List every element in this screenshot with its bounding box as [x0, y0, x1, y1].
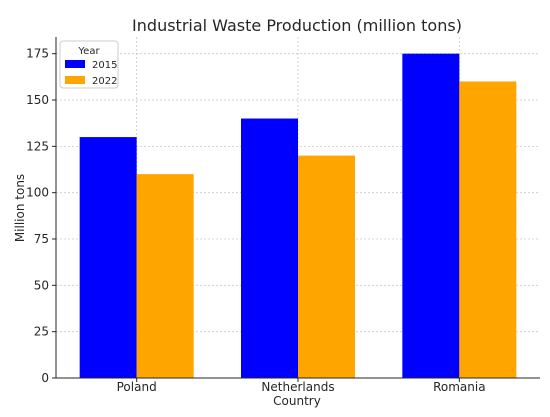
y-tick-label: 125	[26, 139, 49, 153]
y-tick-label: 25	[34, 325, 49, 339]
x-tick-label: Poland	[117, 380, 157, 394]
y-ticks: 0 25 50 75 100 125 150 175	[26, 47, 56, 385]
y-tick-label: 0	[41, 371, 49, 385]
y-tick-label: 175	[26, 47, 49, 61]
bar-poland-2015	[79, 137, 137, 378]
legend-swatch-2022	[65, 76, 85, 84]
bar-netherlands-2015	[241, 118, 298, 378]
bar-poland-2022	[136, 174, 194, 378]
legend: Year 2015 2022	[59, 40, 119, 89]
legend-label-2015: 2015	[92, 60, 117, 71]
x-axis-label: Country	[273, 394, 321, 408]
legend-title: Year	[77, 46, 100, 57]
y-tick-label: 100	[26, 186, 49, 200]
x-tick-label: Romania	[433, 380, 485, 394]
bar-netherlands-2022	[298, 155, 355, 378]
x-ticks: Poland Netherlands Romania	[117, 378, 486, 394]
bar-romania-2022	[459, 81, 517, 378]
y-tick-label: 50	[34, 278, 49, 292]
legend-swatch-2015	[65, 60, 85, 68]
legend-items: 2015 2022	[65, 60, 117, 87]
bar-romania-2015	[402, 53, 460, 378]
y-tick-label: 75	[34, 232, 49, 246]
y-tick-label: 150	[26, 93, 49, 107]
x-tick-label: Netherlands	[261, 380, 334, 394]
y-axis-label: Million tons	[13, 174, 27, 242]
legend-label-2022: 2022	[92, 76, 117, 87]
bars	[79, 53, 517, 378]
chart-title: Industrial Waste Production (million ton…	[132, 16, 462, 35]
